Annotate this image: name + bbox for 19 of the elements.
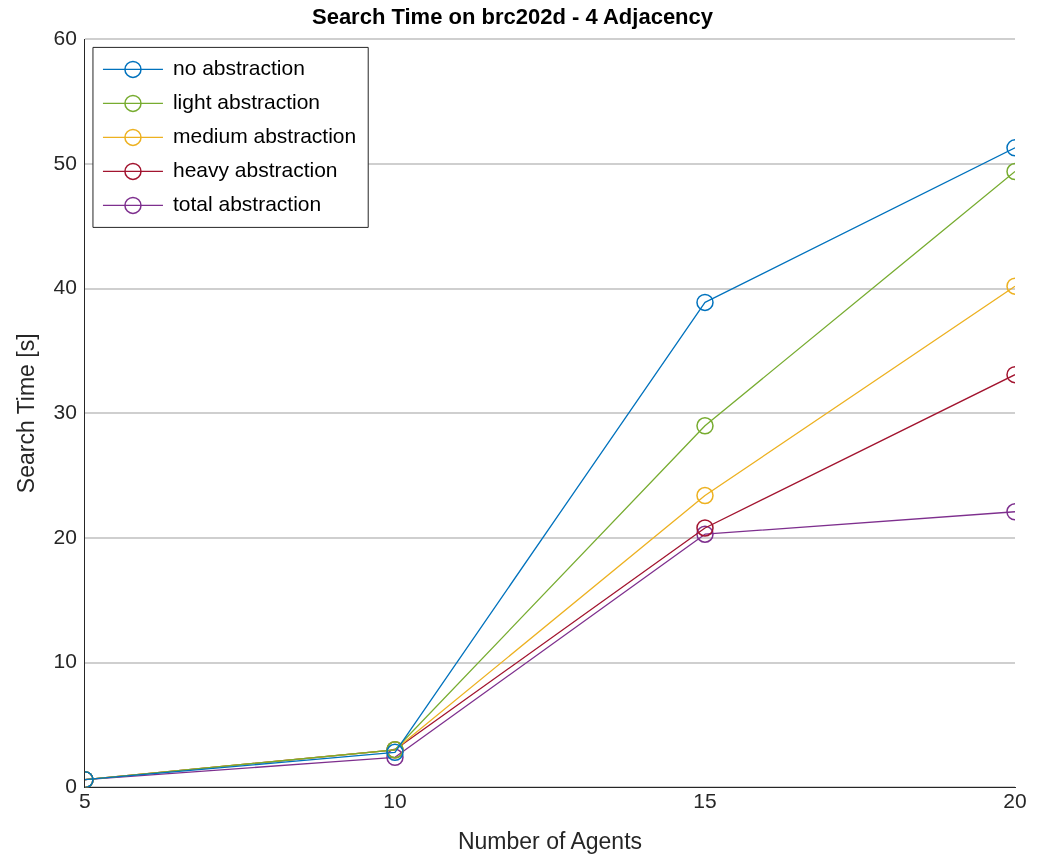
y-tick-label: 20 (53, 524, 77, 548)
y-tick-label: 40 (53, 275, 77, 299)
x-tick-label: 10 (383, 788, 407, 812)
legend-label: no abstraction (172, 56, 305, 80)
y-tick-label: 10 (53, 649, 77, 673)
x-tick-label: 15 (693, 788, 717, 812)
y-tick-label: 0 (65, 774, 77, 797)
y-tick-label: 60 (53, 26, 77, 50)
chart-title: Search Time on brc202d - 4 Adjacency (311, 4, 714, 30)
legend-label: total abstraction (172, 192, 322, 216)
y-axis-title: Search Time [s] (13, 333, 40, 494)
y-tick-label: 50 (53, 150, 77, 174)
legend-label: heavy abstraction (172, 158, 338, 182)
x-axis-title: Number of Agents (457, 827, 643, 854)
y-tick-label: 30 (53, 400, 77, 424)
legend-label: medium abstraction (172, 124, 357, 148)
x-tick-label: 20 (1003, 788, 1027, 812)
x-tick-label: 5 (79, 788, 91, 812)
legend-label: light abstraction (172, 90, 321, 114)
